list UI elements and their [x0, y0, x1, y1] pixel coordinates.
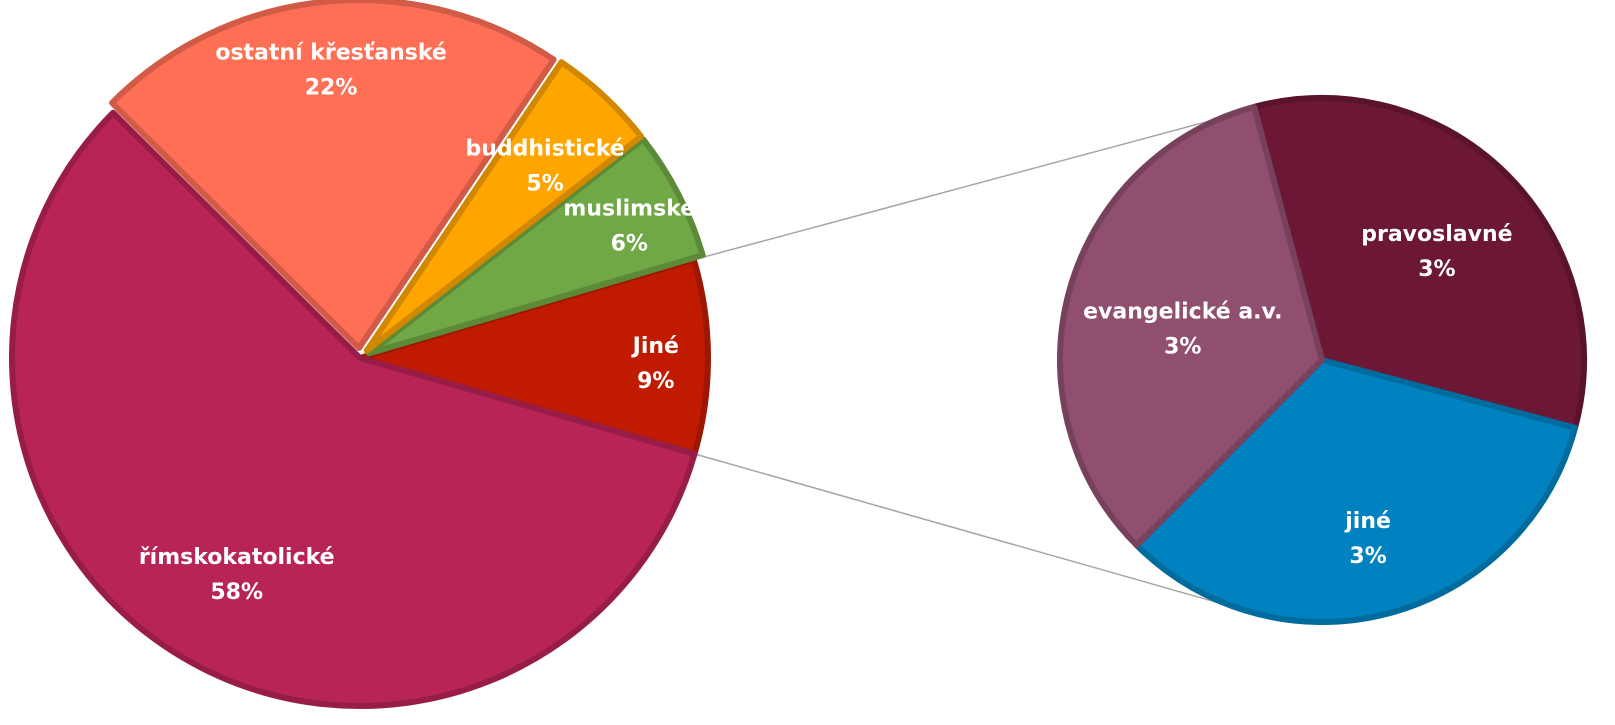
breakdown-slice-pravoslavne: [1251, 95, 1587, 431]
slice-muslimske: [365, 136, 706, 357]
slice-ostatni-krestanske: [109, 0, 557, 352]
breakdown-pie: [1057, 95, 1587, 625]
breakdown-slice-evangelicke-a-v: [1057, 103, 1325, 549]
slice-jine: [357, 256, 711, 457]
connector-line-bottom: [694, 453, 1259, 615]
connector-lines: [693, 116, 1259, 615]
breakdown-slice-evangelicke-a-v-value-label: 3%: [1164, 335, 1201, 360]
breakdown-slice-jine-value-label: 3%: [1349, 544, 1386, 569]
slice-ostatni-krestanske-name-label: ostatní křesťanské: [215, 41, 447, 66]
breakdown-slice-jine-name-label: jiné: [1344, 509, 1391, 534]
breakdown-slice-pravoslavne-name-label: pravoslavné: [1361, 222, 1512, 247]
connector-line-top: [693, 116, 1225, 261]
breakdown-slice-evangelicke-a-v-name-label: evangelické a.v.: [1083, 300, 1282, 325]
slice-ostatni-krestanske-value-label: 22%: [305, 76, 358, 101]
slice-buddhisticke: [363, 59, 645, 354]
data-labels: Jiné 9% muslimské 6% buddhistické 5% ostatní k…: [139, 41, 1513, 605]
slice-jine-name-label: Jiné: [631, 334, 679, 359]
breakdown-slice-jine: [1133, 357, 1579, 625]
main-pie: [9, 0, 711, 710]
slice-rimskokatolicke-name-label: římskokatolické: [139, 545, 335, 570]
breakdown-slice-pravoslavne-value-label: 3%: [1418, 257, 1455, 282]
slice-jine-value-label: 9%: [637, 369, 674, 394]
slice-buddhisticke-name-label: buddhistické: [465, 137, 624, 162]
slice-rimskokatolicke: [9, 109, 698, 710]
slice-rimskokatolicke-value-label: 58%: [210, 580, 263, 605]
slice-muslimske-name-label: muslimské: [563, 197, 695, 222]
slice-muslimske-value-label: 6%: [611, 232, 648, 257]
slice-buddhisticke-value-label: 5%: [526, 172, 563, 197]
